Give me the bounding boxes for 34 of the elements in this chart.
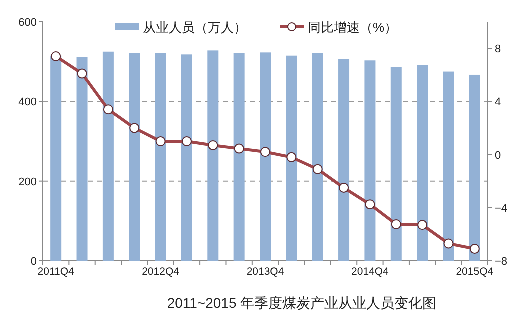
bar xyxy=(181,54,192,261)
bar xyxy=(443,72,454,261)
y-tick-label: 200 xyxy=(18,176,37,188)
x-tick-label: 2011Q4 xyxy=(38,266,75,278)
legend-label: 从业人员（万人） xyxy=(143,20,247,35)
bar xyxy=(76,57,88,261)
y-tick-label: 600 xyxy=(18,17,37,29)
bar xyxy=(338,59,350,261)
bar xyxy=(390,67,402,261)
text: 2011~2015 年季度煤炭产业从业人员变化图 xyxy=(167,295,437,311)
x-tick-label: 2015Q4 xyxy=(456,266,494,278)
bar xyxy=(286,56,298,261)
bar xyxy=(234,53,245,261)
bar xyxy=(469,74,480,261)
bar xyxy=(50,56,62,261)
y2-tick-label: 0 xyxy=(495,150,502,162)
bar xyxy=(102,52,114,261)
x-tick-label: 2013Q4 xyxy=(246,266,284,278)
x-tick-label: 2014Q4 xyxy=(352,266,390,278)
y-tick-label: 400 xyxy=(18,96,37,109)
y2-tick-label: −4 xyxy=(495,202,508,215)
bar xyxy=(364,60,376,261)
bar xyxy=(417,65,428,261)
x-tick-label: 2012Q4 xyxy=(142,266,180,278)
y2-tick-label: 4 xyxy=(495,96,502,109)
y2-tick-label: 8 xyxy=(495,44,502,56)
bar xyxy=(312,53,324,261)
bar xyxy=(155,53,166,261)
legend-label: 同比增速（%） xyxy=(308,20,398,35)
bar xyxy=(260,52,271,261)
y2-tick-label: −8 xyxy=(495,256,508,268)
bar xyxy=(129,53,140,261)
bar xyxy=(208,50,219,261)
y-tick-label: 0 xyxy=(30,256,37,268)
